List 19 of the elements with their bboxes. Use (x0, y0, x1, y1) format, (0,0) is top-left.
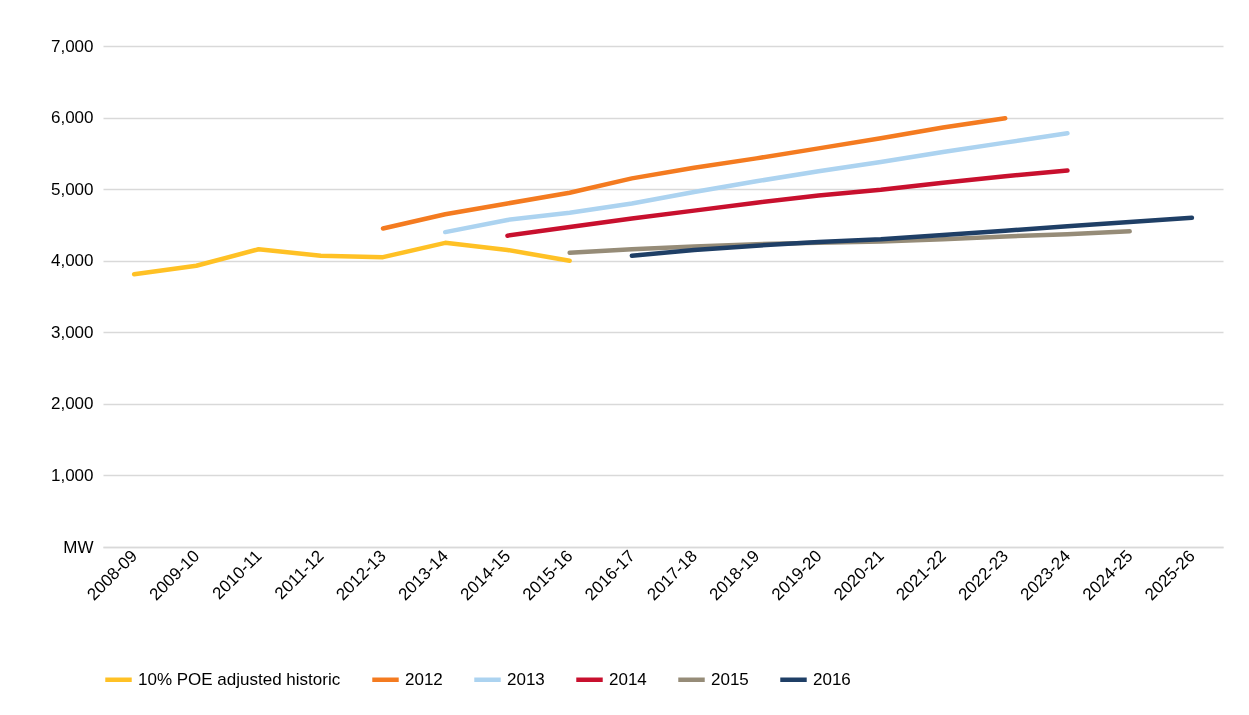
y-tick-label: 2,000 (50, 394, 94, 414)
line-series (629, 215, 1195, 258)
line-series (380, 116, 1008, 231)
y-tick-label: 4,000 (50, 251, 94, 271)
legend-label: 2014 (609, 669, 647, 689)
y-tick-label: 5,000 (50, 179, 94, 199)
legend-label: 2012 (405, 669, 443, 689)
y-tick-label: 1,000 (50, 465, 94, 485)
y-tick-label: 7,000 (50, 36, 94, 56)
legend-label: 10% POE adjusted historic (138, 669, 341, 689)
y-tick-label: 3,000 (50, 322, 94, 342)
line-series (442, 131, 1070, 235)
legend-label: 2013 (507, 669, 545, 689)
line-series (131, 240, 572, 277)
y-tick-label: 6,000 (50, 108, 94, 128)
legend-label: 2015 (711, 669, 749, 689)
line-series (505, 168, 1070, 238)
y-tick-label: MW (63, 537, 94, 557)
legend-label: 2016 (813, 669, 851, 689)
